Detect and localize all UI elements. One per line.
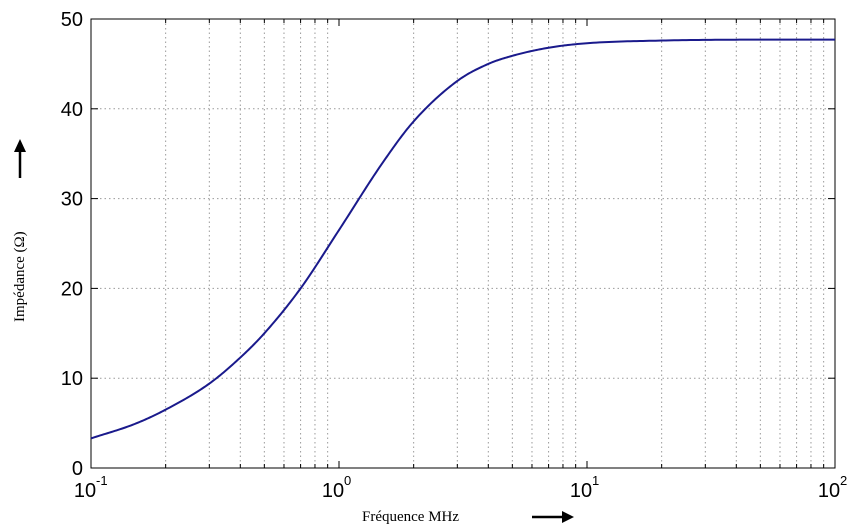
grid-lines xyxy=(91,19,835,468)
x-tick-label-base: 10 xyxy=(570,480,592,502)
y-tick-label: 50 xyxy=(61,9,83,31)
x-tick-label-base: 10 xyxy=(818,480,840,502)
x-tick-label: 10 0 xyxy=(322,473,351,502)
series-line xyxy=(90,38,835,440)
axis-ticks xyxy=(90,18,835,469)
y-tick-label: 0 xyxy=(72,458,83,480)
y-tick-labels: 0 10 20 30 40 50 xyxy=(61,9,83,480)
x-tick-label-base: 10 xyxy=(322,480,344,502)
x-tick-label-exponent: 0 xyxy=(344,473,351,488)
plot-area-frame xyxy=(90,18,836,469)
x-axis-label: Fréquence MHz xyxy=(362,509,459,525)
y-axis-label: Impédance (Ω) xyxy=(12,231,28,322)
series-layer xyxy=(90,38,835,440)
x-tick-label-exponent: 2 xyxy=(840,473,847,488)
x-tick-label: 10 1 xyxy=(570,473,599,502)
x-tick-label-exponent: -1 xyxy=(96,473,108,488)
y-tick-label: 40 xyxy=(61,99,83,121)
y-tick-label: 20 xyxy=(61,278,83,300)
x-tick-label: 10 2 xyxy=(818,473,847,502)
y-tick-label: 30 xyxy=(61,189,83,211)
y-tick-label: 10 xyxy=(61,368,83,390)
x-tick-label-base: 10 xyxy=(74,480,96,502)
y-axis-arrow-icon xyxy=(14,139,26,178)
x-tick-label: 10 -1 xyxy=(74,473,108,502)
x-tick-label-exponent: 1 xyxy=(592,473,599,488)
x-axis-arrow-icon xyxy=(532,511,574,523)
x-tick-labels: 10 -1 10 0 10 1 10 2 xyxy=(74,473,847,502)
